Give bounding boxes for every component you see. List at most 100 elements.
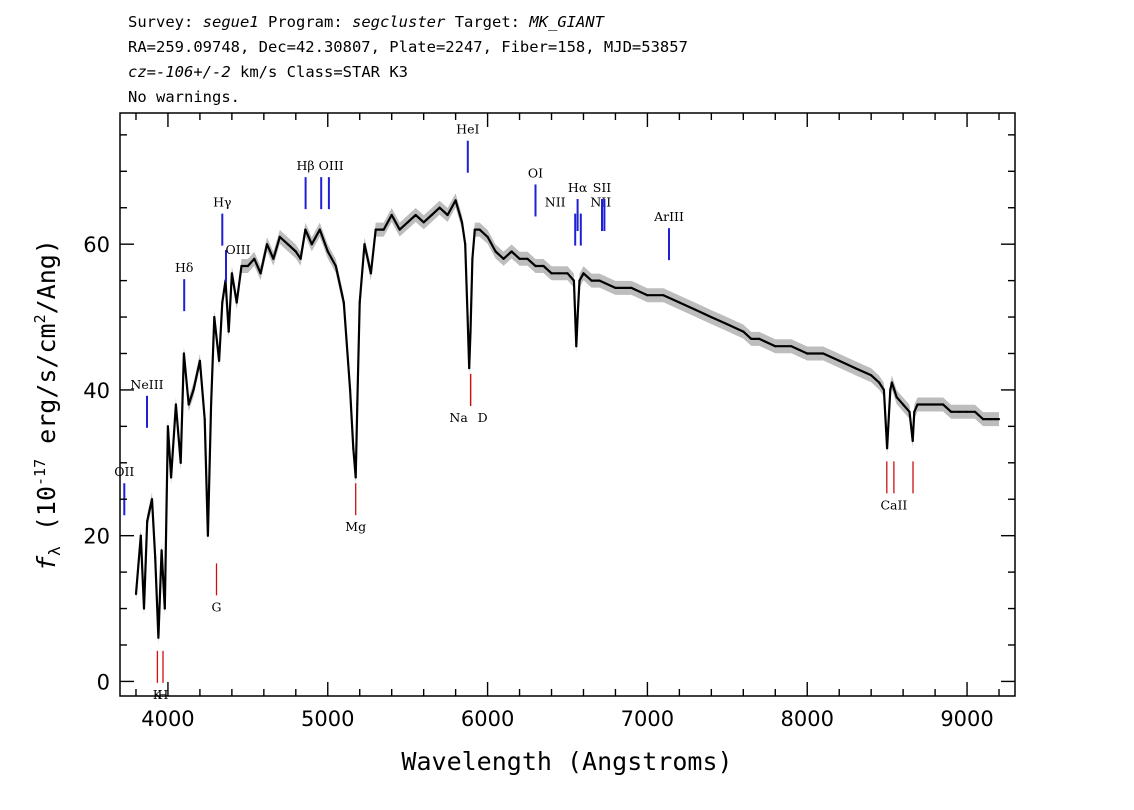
flux-point (246, 264, 249, 268)
flux-point (230, 272, 233, 275)
flux-point (542, 264, 545, 268)
flux-point (882, 388, 886, 391)
flux-point (390, 213, 393, 217)
line-label-na: Na (449, 410, 468, 425)
flux-point (550, 272, 553, 275)
flux-point (398, 228, 401, 231)
target-label: Target: (454, 13, 521, 31)
flux-point (473, 228, 476, 231)
flux-point (286, 243, 289, 246)
flux-point (526, 257, 529, 260)
flux-point (363, 243, 366, 246)
flux-point (838, 359, 841, 362)
flux-point (534, 264, 537, 268)
program-label: Program: (268, 13, 343, 31)
y-tick-label: 0 (97, 670, 110, 694)
flux-point (478, 228, 481, 231)
flux-point (265, 243, 269, 246)
redshift-unit: km/s (240, 63, 278, 81)
x-tick-label: 7000 (621, 707, 674, 731)
line-label-ariii: ArIII (653, 209, 684, 224)
flux-point (572, 279, 576, 282)
flux-point (430, 213, 433, 217)
flux-point (240, 264, 243, 268)
flux-point (369, 272, 372, 275)
flux-point (578, 279, 581, 282)
flux-point (469, 330, 472, 333)
flux-point (203, 418, 206, 421)
flux-point (354, 476, 357, 479)
flux-point (352, 447, 355, 450)
x-tick-label: 8000 (781, 707, 834, 731)
flux-point (374, 228, 377, 231)
line-label-k: K (153, 687, 163, 702)
flux-point (422, 221, 425, 224)
flux-point (916, 403, 919, 406)
header-line-3: cz=-106+/-2 km/s Class=STAR K3 (128, 62, 408, 82)
flux-point (342, 301, 345, 304)
flux-point (206, 534, 209, 537)
flux-point (913, 410, 916, 413)
error-band (136, 193, 999, 645)
flux-point (582, 272, 585, 275)
flux-point (902, 403, 905, 406)
line-label-oiii: OIII (319, 158, 344, 173)
flux-point (997, 418, 1001, 421)
flux-point (166, 425, 169, 428)
plot-frame (119, 112, 1016, 697)
flux-point (510, 250, 513, 253)
flux-point (235, 301, 238, 304)
flux-point (981, 418, 985, 421)
flux-point (870, 374, 873, 377)
tick-layer: 4000 5000 6000 7000 8000 9000 0 20 40 60 (83, 113, 1015, 731)
flux-point (758, 337, 761, 340)
flux-point (694, 308, 697, 311)
flux-point (294, 250, 297, 253)
flux-point (890, 381, 894, 384)
flux-point (382, 228, 385, 231)
flux-point (259, 272, 262, 275)
x-tick-label: 9000 (940, 707, 993, 731)
flux-point (192, 388, 195, 391)
line-label-sii: SII (593, 180, 612, 195)
x-axis-title: Wavelength (Angstroms) (401, 747, 732, 776)
y-tick-label: 60 (83, 233, 110, 257)
flux-point (926, 403, 929, 406)
line-label-hβ: Hβ (297, 158, 315, 173)
line-label-oi: OI (528, 165, 543, 180)
flux-point (310, 243, 313, 246)
flux-point (150, 498, 154, 501)
line-label-nii: NII (545, 195, 566, 210)
flux-point (630, 286, 633, 289)
flux-point (966, 410, 969, 413)
flux-point (558, 272, 561, 275)
flux-point (950, 410, 953, 413)
flux-point (575, 345, 578, 348)
line-label-caii: CaII (880, 497, 907, 512)
flux-point (878, 381, 881, 384)
flux-point (326, 250, 329, 253)
flux-point (598, 279, 601, 282)
flux-point (662, 294, 665, 297)
flux-point (590, 279, 593, 282)
line-label-h: H (158, 687, 169, 702)
flux-point (182, 352, 185, 355)
survey-label: Survey: (128, 13, 194, 31)
flux-point (163, 607, 166, 610)
flux-point (358, 301, 361, 304)
flux-point (179, 461, 182, 464)
flux-point (742, 330, 745, 333)
line-label-g: G (212, 599, 222, 614)
line-label-mg: Mg (345, 519, 366, 534)
flux-point (893, 388, 896, 391)
line-label-hα: Hα (568, 180, 588, 195)
flux-point (356, 403, 359, 406)
x-tick-label: 4000 (141, 707, 194, 731)
flux-point (886, 447, 889, 450)
flux-point (218, 359, 221, 362)
y-tick-label: 20 (83, 525, 110, 549)
header-line-2: RA=259.09748, Dec=42.30807, Plate=2247, … (128, 38, 688, 56)
survey-value: segue1 (202, 13, 259, 31)
line-label-d: D (478, 410, 488, 425)
